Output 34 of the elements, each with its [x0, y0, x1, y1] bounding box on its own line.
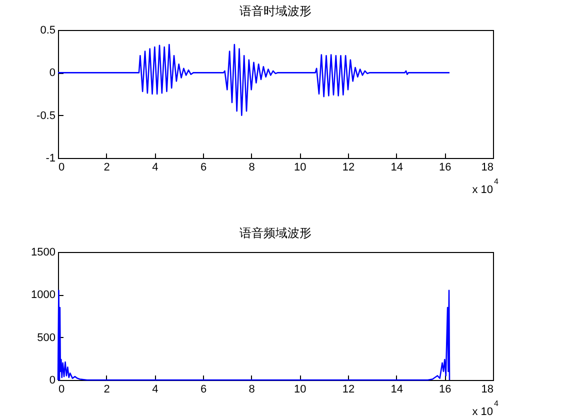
- x-tick-label: 8: [248, 162, 255, 174]
- text: x 104: [472, 399, 499, 418]
- y-tick-label: 0.5: [40, 24, 56, 36]
- x-tick-label: 14: [390, 384, 403, 396]
- x-tick-label: 10: [294, 162, 306, 174]
- y-tick-label: 1000: [31, 289, 56, 302]
- x-tick-label: 16: [439, 162, 452, 174]
- x-tick-label: 2: [104, 384, 110, 396]
- x-tick-label: 4: [152, 384, 158, 396]
- y-tick-label: 500: [37, 332, 56, 344]
- x-tick-label: 0: [58, 384, 65, 396]
- line-series: [57, 290, 450, 381]
- x-tick-label: 12: [342, 162, 355, 174]
- x-tick-label: 18: [481, 384, 494, 396]
- x-tick-label: 14: [390, 162, 403, 174]
- x-tick-label: 2: [104, 162, 110, 174]
- x-tick-label: 10: [294, 384, 306, 396]
- y-tick-label: 0: [49, 374, 56, 386]
- y-tick-label: 0: [49, 67, 56, 80]
- x-tick-label: 0: [58, 162, 65, 174]
- chart-title: 语音频域波形: [240, 226, 312, 240]
- x-tick-label: 6: [200, 384, 207, 396]
- x-tick-label: 6: [200, 162, 207, 174]
- x-tick-label: 12: [342, 384, 355, 396]
- x-tick-label: 8: [248, 384, 255, 396]
- y-tick-label: -1: [46, 152, 56, 164]
- y-tick-label: -0.5: [36, 110, 56, 122]
- x-tick-label: 18: [481, 162, 494, 174]
- text: x 104: [472, 177, 499, 196]
- line-series: [57, 44, 450, 116]
- chart-title: 语音时域波形: [240, 4, 312, 18]
- x-tick-label: 16: [439, 384, 452, 396]
- x-tick-label: 4: [152, 162, 158, 174]
- y-tick-label: 1500: [31, 246, 56, 258]
